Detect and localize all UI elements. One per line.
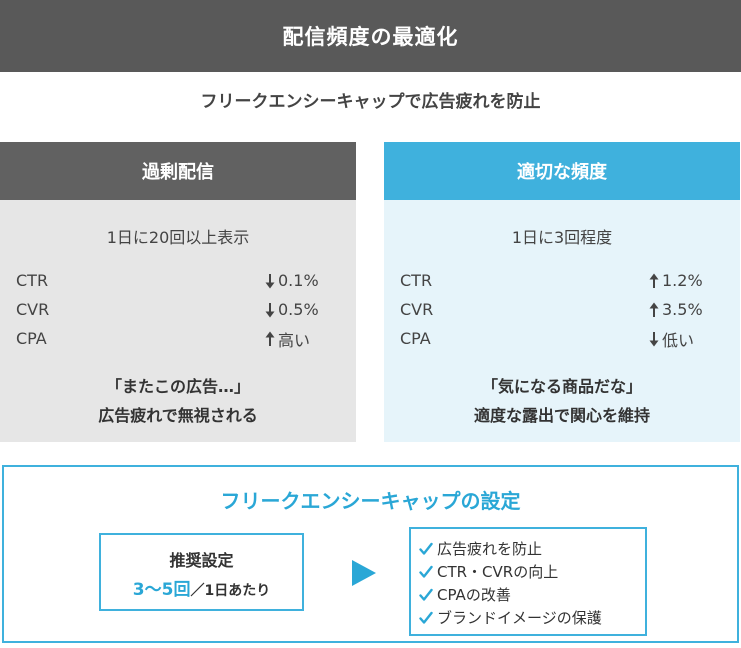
metric-name: CTR [16, 271, 49, 290]
metrics-list: CTR 0.1% CVR 0.5% CPA 高い [16, 266, 326, 353]
metric-value: 1.2% [662, 271, 703, 290]
arrow-up-icon [265, 331, 275, 346]
metric-value: 3.5% [662, 300, 703, 319]
page-title: 配信頻度の最適化 [0, 0, 741, 72]
metric-row-cpa: CPA 高い [16, 324, 326, 353]
quote-text: 「気になる商品だな」 適度な露出で関心を維持 [384, 372, 740, 430]
arrow-down-icon [265, 302, 275, 317]
recommended-setting-box: 推奨設定 3〜5回／1日あたり [99, 533, 304, 611]
check-icon [419, 588, 433, 601]
quote-line: 広告疲れで無視される [98, 406, 258, 425]
metric-value-group: 高い [264, 327, 326, 351]
metric-name: CPA [16, 329, 47, 348]
page-title-text: 配信頻度の最適化 [282, 25, 459, 49]
list-item: 広告疲れを防止 [419, 537, 635, 560]
frequency-text: 1日に3回程度 [511, 228, 613, 247]
benefit-text: ブランドイメージの保護 [437, 609, 602, 627]
list-item: CTR・CVRの向上 [419, 560, 635, 583]
recommend-value: 3〜5回 [132, 580, 191, 600]
metrics-list: CTR 1.2% CVR 3.5% CPA 低い [400, 266, 710, 353]
page-subtitle: フリークエンシーキャップで広告疲れを防止 [200, 92, 541, 112]
metric-value-group: 1.2% [648, 271, 710, 290]
metric-value-group: 低い [648, 327, 710, 351]
setting-title: フリークエンシーキャップの設定 [220, 489, 521, 513]
metric-value: 低い [662, 330, 695, 350]
check-icon [419, 611, 433, 624]
over-delivery-panel: 過剰配信 1日に20回以上表示 CTR 0.1% CVR 0.5% CPA [0, 142, 356, 442]
metric-name: CTR [400, 271, 433, 290]
arrow-down-icon [265, 273, 275, 288]
list-item: CPAの改善 [419, 583, 635, 606]
metric-value-group: 3.5% [648, 300, 710, 319]
metric-row-cvr: CVR 0.5% [16, 295, 326, 324]
arrow-up-icon [649, 273, 659, 288]
panel-title: 適切な頻度 [517, 162, 607, 183]
benefits-list: 広告疲れを防止 CTR・CVRの向上 CPAの改善 ブランドイメージの保護 [409, 527, 647, 636]
benefit-text: CTR・CVRの向上 [437, 563, 559, 581]
recommend-value-line: 3〜5回／1日あたり [101, 575, 302, 600]
metric-row-cpa: CPA 低い [400, 324, 710, 353]
metric-value: 高い [278, 330, 311, 350]
frequency-cap-setting-box: フリークエンシーキャップの設定 推奨設定 3〜5回／1日あたり 広告疲れを防止 … [2, 465, 739, 643]
benefit-text: 広告疲れを防止 [437, 540, 543, 558]
check-icon [419, 542, 433, 555]
check-icon [419, 565, 433, 578]
quote-line: 「気になる商品だな」 [481, 377, 642, 396]
frequency-text: 1日に20回以上表示 [106, 228, 250, 247]
metric-value: 0.5% [278, 300, 319, 319]
benefit-text: CPAの改善 [437, 586, 511, 604]
appropriate-frequency-panel: 適切な頻度 1日に3回程度 CTR 1.2% CVR 3.5% CPA [384, 142, 740, 442]
metric-name: CPA [400, 329, 431, 348]
metric-name: CVR [16, 300, 50, 319]
panel-title: 過剰配信 [142, 162, 214, 183]
panel-header: 適切な頻度 [384, 142, 740, 200]
metric-row-cvr: CVR 3.5% [400, 295, 710, 324]
quote-line: 適度な露出で関心を維持 [473, 406, 650, 425]
metric-name: CVR [400, 300, 434, 319]
arrow-up-icon [649, 302, 659, 317]
panel-header: 過剰配信 [0, 142, 356, 200]
metric-row-ctr: CTR 1.2% [400, 266, 710, 295]
metric-row-ctr: CTR 0.1% [16, 266, 326, 295]
play-triangle-icon [352, 560, 376, 586]
arrow-down-icon [649, 331, 659, 346]
metric-value: 0.1% [278, 271, 319, 290]
recommend-label: 推奨設定 [169, 551, 234, 570]
metric-value-group: 0.1% [264, 271, 326, 290]
quote-line: 「またこの広告…」 [105, 377, 250, 396]
list-item: ブランドイメージの保護 [419, 606, 635, 629]
metric-value-group: 0.5% [264, 300, 326, 319]
recommend-per: ／1日あたり [190, 583, 271, 599]
quote-text: 「またこの広告…」 広告疲れで無視される [0, 372, 356, 430]
panel-body: 1日に3回程度 CTR 1.2% CVR 3.5% CPA [384, 200, 740, 442]
panel-body: 1日に20回以上表示 CTR 0.1% CVR 0.5% CPA [0, 200, 356, 442]
